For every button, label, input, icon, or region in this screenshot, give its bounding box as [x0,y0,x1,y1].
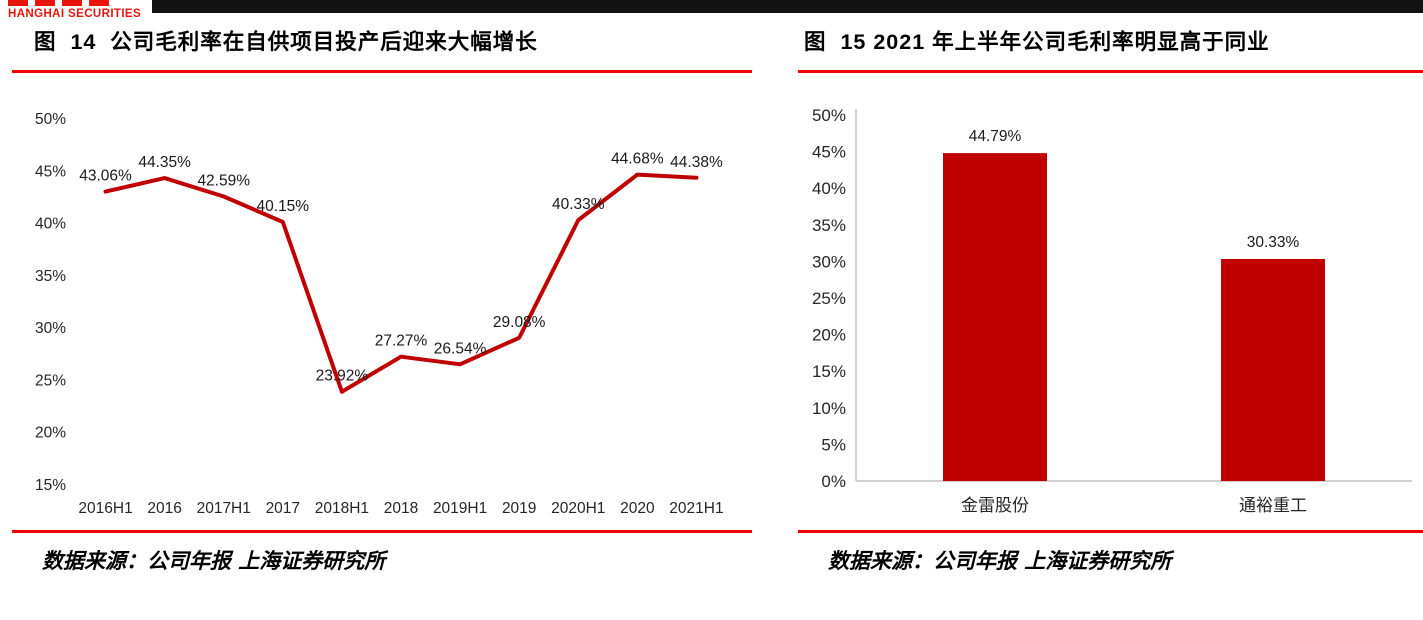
svg-text:5%: 5% [821,435,846,454]
figure-15-bottom-rule [798,530,1423,533]
svg-text:50%: 50% [812,106,846,125]
svg-text:40%: 40% [35,216,66,233]
svg-text:2020: 2020 [620,500,655,517]
svg-text:30%: 30% [35,320,66,337]
svg-text:44.35%: 44.35% [138,154,191,171]
figure-15-panel: 图 15 2021 年上半年公司毛利率明显高于同业 0% 5% 10% 15% 20% 2… [798,27,1423,575]
svg-text:27.27%: 27.27% [375,333,428,350]
svg-text:20%: 20% [35,425,66,442]
svg-text:2018: 2018 [384,500,418,517]
figure-15-title-underline [798,70,1423,73]
figure-15-title: 图 15 2021 年上半年公司毛利率明显高于同业 [804,30,1270,54]
svg-text:43.06%: 43.06% [79,168,132,185]
svg-text:44.38%: 44.38% [670,154,723,171]
svg-text:42.59%: 42.59% [197,172,250,189]
svg-text:44.79%: 44.79% [969,128,1022,145]
figure-14-source: 数据来源：公司年报 上海证券研究所 [42,547,386,573]
logo-text: HANGHAI SECURITIES [8,8,142,20]
svg-text:44.68%: 44.68% [611,151,664,168]
svg-text:23.92%: 23.92% [316,368,369,385]
svg-text:2021H1: 2021H1 [669,500,723,517]
svg-text:2020H1: 2020H1 [551,500,605,517]
svg-text:2017: 2017 [266,500,300,517]
figure-14-panel: 图 14 公司毛利率在自供项目投产后迎来大幅增长 15% 20% 25% 30% 35%… [12,27,752,575]
svg-text:0%: 0% [821,472,846,491]
svg-text:50%: 50% [35,111,66,128]
svg-text:2019: 2019 [502,500,536,517]
svg-text:20%: 20% [812,326,846,345]
svg-text:45%: 45% [35,163,66,180]
logo-graphic-fragment [8,0,152,7]
svg-text:25%: 25% [812,289,846,308]
svg-text:35%: 35% [812,216,846,235]
svg-text:40.15%: 40.15% [257,198,310,215]
shanghai-securities-logo: HANGHAI SECURITIES [8,0,152,20]
svg-text:30%: 30% [812,252,846,271]
figure-columns: 图 14 公司毛利率在自供项目投产后迎来大幅增长 15% 20% 25% 30% 35%… [0,27,1423,575]
svg-text:15%: 15% [812,362,846,381]
svg-text:金雷股份: 金雷股份 [961,496,1029,515]
svg-text:30.33%: 30.33% [1247,234,1300,251]
svg-text:通裕重工: 通裕重工 [1239,496,1307,515]
figure-14-title-underline [12,70,752,73]
peer-comparison-bar-chart: 0% 5% 10% 15% 20% 25% 30% 35% 40% 45% 50% 44.79% 金雷股… [798,89,1423,525]
svg-text:10%: 10% [812,399,846,418]
svg-text:40%: 40% [812,179,846,198]
figure-15-source: 数据来源：公司年报 上海证券研究所 [828,547,1172,573]
svg-text:29.08%: 29.08% [493,314,546,331]
svg-text:2019H1: 2019H1 [433,500,487,517]
gross-margin-line-chart: 15% 20% 25% 30% 35% 40% 45% 50% 2016H1 2016 2017H1… [12,89,752,525]
top-black-bar [152,0,1423,13]
svg-text:40.33%: 40.33% [552,196,605,213]
figure-14-title: 图 14 公司毛利率在自供项目投产后迎来大幅增长 [34,30,538,54]
svg-text:26.54%: 26.54% [434,340,487,357]
svg-text:2017H1: 2017H1 [197,500,251,517]
svg-text:25%: 25% [35,372,66,389]
svg-text:2016H1: 2016H1 [78,500,132,517]
svg-text:35%: 35% [35,268,66,285]
svg-text:2016: 2016 [147,500,181,517]
svg-text:2018H1: 2018H1 [315,500,369,517]
svg-text:15%: 15% [35,477,66,494]
figure-14-bottom-rule [12,530,752,533]
svg-text:45%: 45% [812,143,846,162]
